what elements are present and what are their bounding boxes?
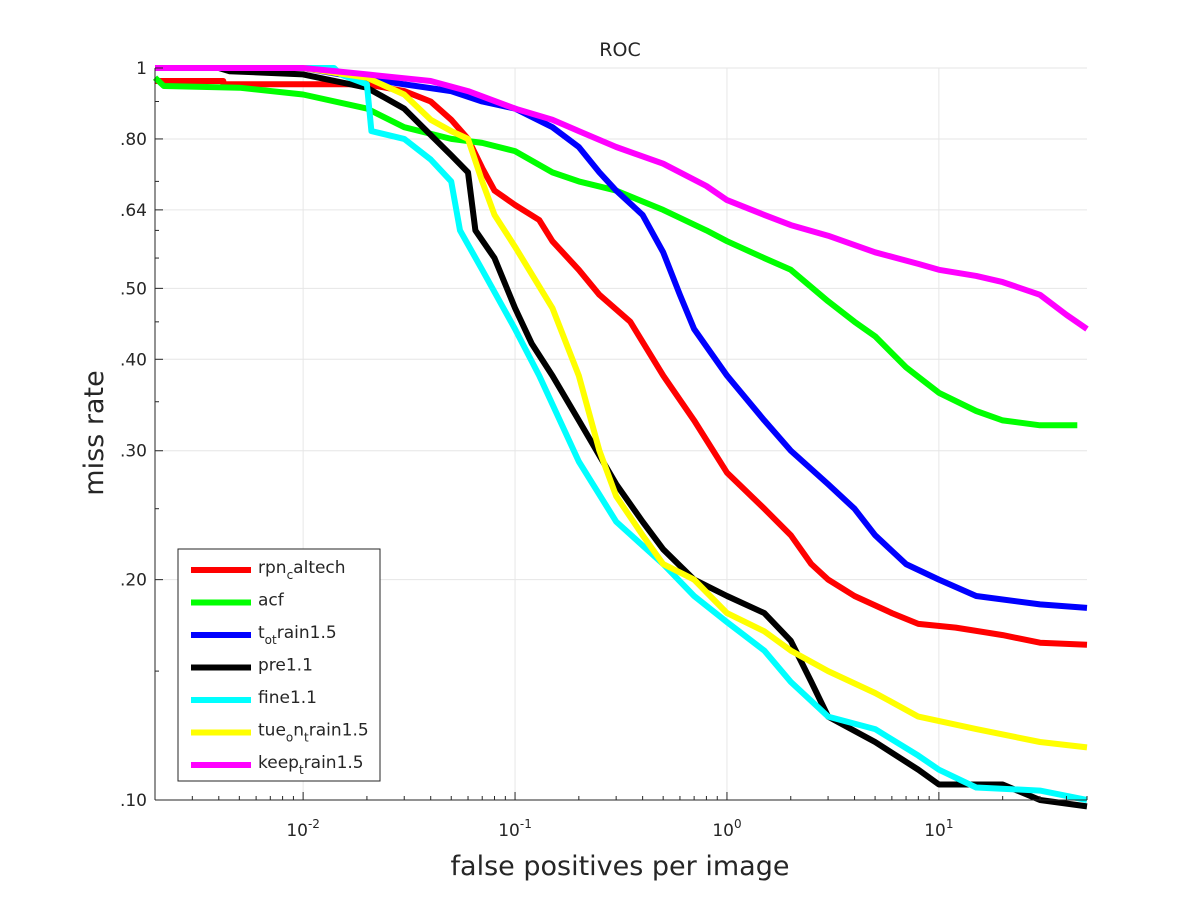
- series-line-rpn_caltech: [155, 78, 1088, 648]
- legend-label-fine1.1: fine1.1: [258, 688, 317, 708]
- y-tick-label: .50: [120, 279, 147, 299]
- legend-label-pre1.1: pre1.1: [258, 656, 313, 676]
- y-tick-label: .30: [120, 442, 147, 462]
- legend-label-t_otrain1.5: totrain1.5: [258, 623, 337, 647]
- y-tick-label: .10: [120, 791, 147, 811]
- y-tick-label: .20: [120, 571, 147, 591]
- series-line-acf: [152, 75, 1078, 429]
- legend-label-rpn_caltech: rpncaltech: [258, 558, 346, 582]
- x-tick-label: 10-1: [498, 817, 532, 841]
- axes: 10-2 10-1 100 101 .10 .20 .30 .40 .50 .64 .80 1: [120, 59, 1088, 841]
- legend-label-keep_train1.5: keeptrain1.5: [258, 753, 364, 777]
- chart-title: ROC: [599, 39, 640, 61]
- y-axis-title: miss rate: [79, 370, 110, 495]
- x-tick-label: 100: [712, 817, 741, 841]
- legend-label-acf: acf: [258, 591, 285, 611]
- x-tick-label: 10-2: [286, 817, 320, 841]
- y-tick-label: .64: [120, 201, 147, 221]
- x-tick-label: 101: [924, 817, 953, 841]
- series-line-tue_ont_rain1.5: [155, 65, 1088, 751]
- x-axis-title: false positives per image: [451, 851, 790, 882]
- series-line-fine1.1: [155, 65, 1088, 803]
- series-line-keep_train1.5: [155, 65, 1089, 332]
- legend-label-tue_ont_rain1.5: tueontrain1.5: [258, 721, 369, 745]
- series-line-t_otrain1.5: [155, 65, 1088, 611]
- y-tick-label: .80: [120, 130, 147, 150]
- legend: rpncaltech acf totrain1.5 pre1.1 fine1.1 tueo…: [177, 548, 381, 782]
- series-lines: [152, 65, 1089, 810]
- y-tick-label: .40: [120, 350, 147, 370]
- y-tick-label: 1: [136, 59, 147, 79]
